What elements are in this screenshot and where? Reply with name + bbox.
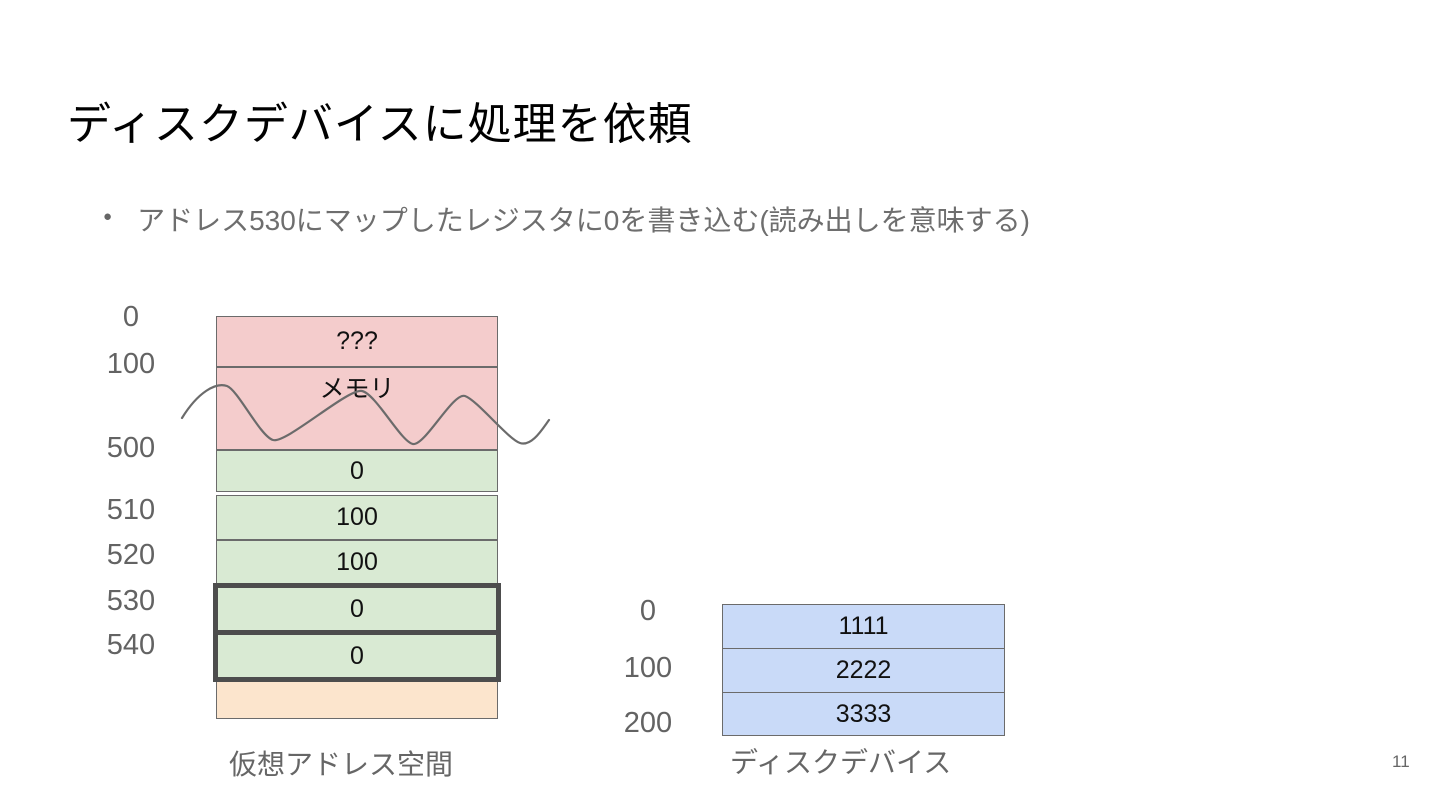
disk-address-label-200: 200 bbox=[623, 707, 673, 739]
vas-address-label-510: 510 bbox=[106, 494, 156, 526]
vas-row-value: 100 bbox=[336, 547, 378, 576]
bullet-item: ● アドレス530にマップしたレジスタに0を書き込む(読み出しを意味する) bbox=[103, 199, 1030, 239]
vas-address-label-540: 540 bbox=[106, 629, 156, 661]
vas-address-label-520: 520 bbox=[106, 539, 156, 571]
vas-row-value: 0 bbox=[350, 641, 364, 670]
bullet-marker-icon: ● bbox=[103, 208, 113, 225]
disk-block-row: 2222 bbox=[722, 648, 1005, 693]
vas-row-register-540-highlighted: 0 bbox=[213, 630, 501, 682]
disk-block-value: 2222 bbox=[835, 656, 892, 684]
vas-row-register-520: 100 bbox=[216, 540, 498, 584]
vas-row-register-510: 100 bbox=[216, 495, 498, 540]
vas-row-value: 100 bbox=[336, 503, 378, 531]
vas-row-unmapped bbox=[216, 681, 498, 719]
disk-block-value: 1111 bbox=[838, 612, 889, 640]
page-number: 11 bbox=[1392, 752, 1410, 771]
vas-address-label-500: 500 bbox=[106, 432, 156, 464]
vas-row-value: ??? bbox=[336, 327, 378, 355]
vas-row-register-530-highlighted: 0 bbox=[213, 583, 501, 635]
disk-address-label-100: 100 bbox=[623, 652, 673, 684]
vas-address-label-530: 530 bbox=[106, 585, 156, 617]
vas-row-value: メモリ bbox=[319, 375, 395, 403]
bullet-text: アドレス530にマップしたレジスタに0を書き込む(読み出しを意味する) bbox=[137, 205, 1031, 236]
disk-block-row: 1111 bbox=[722, 604, 1005, 649]
disk-address-label-0: 0 bbox=[639, 595, 657, 627]
disk-caption: ディスクデバイス bbox=[730, 747, 952, 778]
vas-caption: 仮想アドレス空間 bbox=[229, 749, 454, 780]
disk-block-value: 3333 bbox=[835, 699, 892, 728]
vas-row-memory: メモリ bbox=[216, 367, 498, 450]
vas-row-register-500: 0 bbox=[216, 450, 498, 492]
vas-address-label-100: 100 bbox=[106, 348, 156, 380]
disk-block-row: 3333 bbox=[722, 692, 1005, 736]
vas-row-unknown: ??? bbox=[216, 316, 498, 367]
vas-row-value: 0 bbox=[350, 456, 364, 485]
vas-row-value: 0 bbox=[350, 594, 364, 623]
slide-title: ディスクデバイスに処理を依頼 bbox=[67, 100, 693, 149]
vas-address-label-0: 0 bbox=[122, 301, 140, 333]
